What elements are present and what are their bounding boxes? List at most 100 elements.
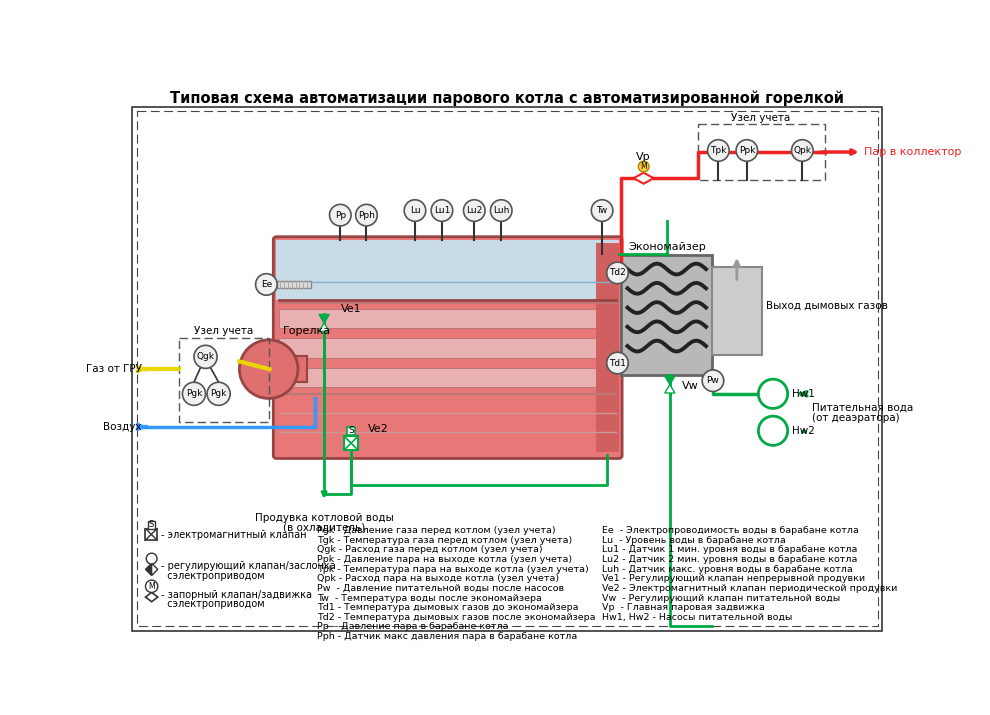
Circle shape <box>147 553 157 564</box>
Text: Hw1: Hw1 <box>792 389 815 399</box>
Text: Luh - Датчик макс. уровня воды в барабане котла: Luh - Датчик макс. уровня воды в барабан… <box>602 565 852 573</box>
Text: Vw: Vw <box>682 381 699 391</box>
Text: сэлектроприводом: сэлектроприводом <box>160 571 264 581</box>
Text: Td2 - Температура дымовых газов после экономайзера: Td2 - Температура дымовых газов после эк… <box>317 613 596 622</box>
Text: M: M <box>641 162 647 171</box>
Text: Qpk: Qpk <box>793 146 811 155</box>
Circle shape <box>207 383 230 405</box>
Bar <box>148 521 154 528</box>
Circle shape <box>591 199 613 222</box>
Text: сэлектроприводом: сэлектроприводом <box>160 599 264 609</box>
Circle shape <box>758 416 788 445</box>
Bar <box>276 240 619 300</box>
Text: Ppk: Ppk <box>739 146 755 155</box>
Text: Газ от ГРУ: Газ от ГРУ <box>85 364 142 374</box>
Bar <box>279 309 616 328</box>
Circle shape <box>194 345 217 368</box>
Circle shape <box>330 204 351 226</box>
Bar <box>596 243 619 453</box>
Text: Td1 - Температура дымовых газов до экономайзера: Td1 - Температура дымовых газов до эконо… <box>317 603 579 612</box>
Circle shape <box>404 199 426 222</box>
Text: Pgk - Давление газа перед котлом (узел учета): Pgk - Давление газа перед котлом (узел у… <box>317 526 555 536</box>
FancyBboxPatch shape <box>273 237 622 458</box>
Bar <box>345 436 358 450</box>
Bar <box>279 368 616 387</box>
Text: Ee  - Электропроводимость воды в барабане котла: Ee - Электропроводимость воды в барабане… <box>602 526 859 536</box>
Text: Pw  - Давление питательной воды после насосов: Pw - Давление питательной воды после нас… <box>317 584 564 593</box>
Circle shape <box>736 139 757 162</box>
Text: Pgk: Pgk <box>186 389 202 398</box>
Polygon shape <box>634 173 653 184</box>
Text: Vp  - Главная паровая задвижка: Vp - Главная паровая задвижка <box>602 603 765 612</box>
Text: Типовая схема автоматизации парового котла с автоматизированной горелкой: Типовая схема автоматизации парового кот… <box>170 90 844 106</box>
Text: Ee: Ee <box>260 280 272 289</box>
Text: Lu1: Lu1 <box>434 206 450 215</box>
Text: Pw: Pw <box>707 376 720 385</box>
Text: Tw  - Температура воды после экономайзера: Tw - Температура воды после экономайзера <box>317 593 543 603</box>
Bar <box>296 356 307 383</box>
Text: Питательная вода: Питательная вода <box>812 403 913 413</box>
Text: Ve2 - Электромагнитный клапан периодической продувки: Ve2 - Электромагнитный клапан периодичес… <box>602 584 898 593</box>
Text: Выход дымовых газов: Выход дымовых газов <box>766 300 888 310</box>
Text: Qpk - Расход пара на выходе котла (узел учета): Qpk - Расход пара на выходе котла (узел … <box>317 574 559 583</box>
Circle shape <box>607 262 629 284</box>
Text: Vp: Vp <box>637 152 651 162</box>
Text: Воздух: Воздух <box>103 422 142 432</box>
Bar <box>279 338 616 358</box>
Circle shape <box>758 379 788 408</box>
Text: Td1: Td1 <box>609 358 626 368</box>
Text: - электромагнитный клапан: - электромагнитный клапан <box>160 530 306 540</box>
Text: Pph - Датчик макс давления пара в барабане котла: Pph - Датчик макс давления пара в бараба… <box>317 632 577 641</box>
Text: - регулирующий клапан/заслонка: - регулирующий клапан/заслонка <box>160 561 336 571</box>
Circle shape <box>607 352 629 374</box>
Text: Hw2: Hw2 <box>792 425 815 435</box>
Polygon shape <box>146 593 157 602</box>
Text: (в охладитель): (в охладитель) <box>283 523 365 533</box>
Text: Pph: Pph <box>358 211 375 220</box>
Bar <box>146 528 157 540</box>
Polygon shape <box>151 563 157 576</box>
Polygon shape <box>146 563 151 576</box>
Text: (от деаэратора): (от деаэратора) <box>812 413 899 423</box>
Text: Узел учета: Узел учета <box>194 327 253 337</box>
Circle shape <box>702 370 724 392</box>
Circle shape <box>432 199 452 222</box>
Circle shape <box>490 199 512 222</box>
Circle shape <box>463 199 485 222</box>
Text: Продувка котловой воды: Продувка котловой воды <box>254 513 393 523</box>
Text: Tpk - Температура пара на выходе котла (узел учета): Tpk - Температура пара на выходе котла (… <box>317 565 589 573</box>
Text: Ppk - Давление пара на выходе котла (узел учета): Ppk - Давление пара на выходе котла (узе… <box>317 555 572 564</box>
Text: Tgk - Температура газа перед котлом (узел учета): Tgk - Температура газа перед котлом (узе… <box>317 536 572 545</box>
Circle shape <box>708 139 729 162</box>
Text: Lu2 - Датчик 2 мин. уровня воды в барабане котла: Lu2 - Датчик 2 мин. уровня воды в бараба… <box>602 555 857 564</box>
Text: S: S <box>148 521 153 529</box>
Text: Lu: Lu <box>410 206 421 215</box>
Polygon shape <box>664 376 675 385</box>
Circle shape <box>240 340 298 398</box>
Circle shape <box>355 204 377 226</box>
Circle shape <box>146 580 157 593</box>
Polygon shape <box>664 385 675 393</box>
Text: Ve1: Ve1 <box>341 304 361 314</box>
Text: Ve2: Ve2 <box>368 424 389 434</box>
Text: M: M <box>148 582 155 591</box>
Text: Td2: Td2 <box>609 268 626 277</box>
Text: Pp: Pp <box>335 211 346 220</box>
Text: Pp  - Давление пара в барабане котла: Pp - Давление пара в барабане котла <box>317 623 509 631</box>
Text: Pgk: Pgk <box>211 389 227 398</box>
Bar <box>277 280 311 288</box>
Text: Ve1 - Регулирующий клапан непрерывной продувки: Ve1 - Регулирующий клапан непрерывной пр… <box>602 574 865 583</box>
Text: Горелка: Горелка <box>283 325 332 335</box>
Polygon shape <box>319 315 330 323</box>
Text: Lu2: Lu2 <box>466 206 482 215</box>
Circle shape <box>182 383 206 405</box>
Text: Экономайзер: Экономайзер <box>628 242 706 252</box>
Text: Lu1 - Датчик 1 мин. уровня воды в барабане котла: Lu1 - Датчик 1 мин. уровня воды в бараба… <box>602 546 857 555</box>
Text: Vw  - Регулирующий клапан питательной воды: Vw - Регулирующий клапан питательной вод… <box>602 593 841 603</box>
Text: Hw1, Hw2 - Насосы питательной воды: Hw1, Hw2 - Насосы питательной воды <box>602 613 792 622</box>
Text: S: S <box>348 426 354 435</box>
Bar <box>712 267 762 355</box>
Bar <box>622 255 712 375</box>
Text: Lu  - Уровень воды в барабане котла: Lu - Уровень воды в барабане котла <box>602 536 786 545</box>
Bar <box>347 427 354 435</box>
